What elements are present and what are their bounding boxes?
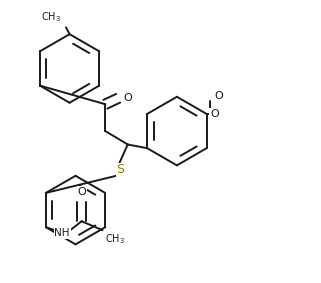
Text: S: S [116,163,124,176]
Text: O: O [210,109,219,119]
Text: O: O [214,91,223,101]
Text: CH$_3$: CH$_3$ [41,10,61,24]
Text: CH$_3$: CH$_3$ [105,233,125,246]
Text: O: O [77,186,86,196]
Text: O: O [124,93,132,103]
Text: NH: NH [55,228,70,238]
